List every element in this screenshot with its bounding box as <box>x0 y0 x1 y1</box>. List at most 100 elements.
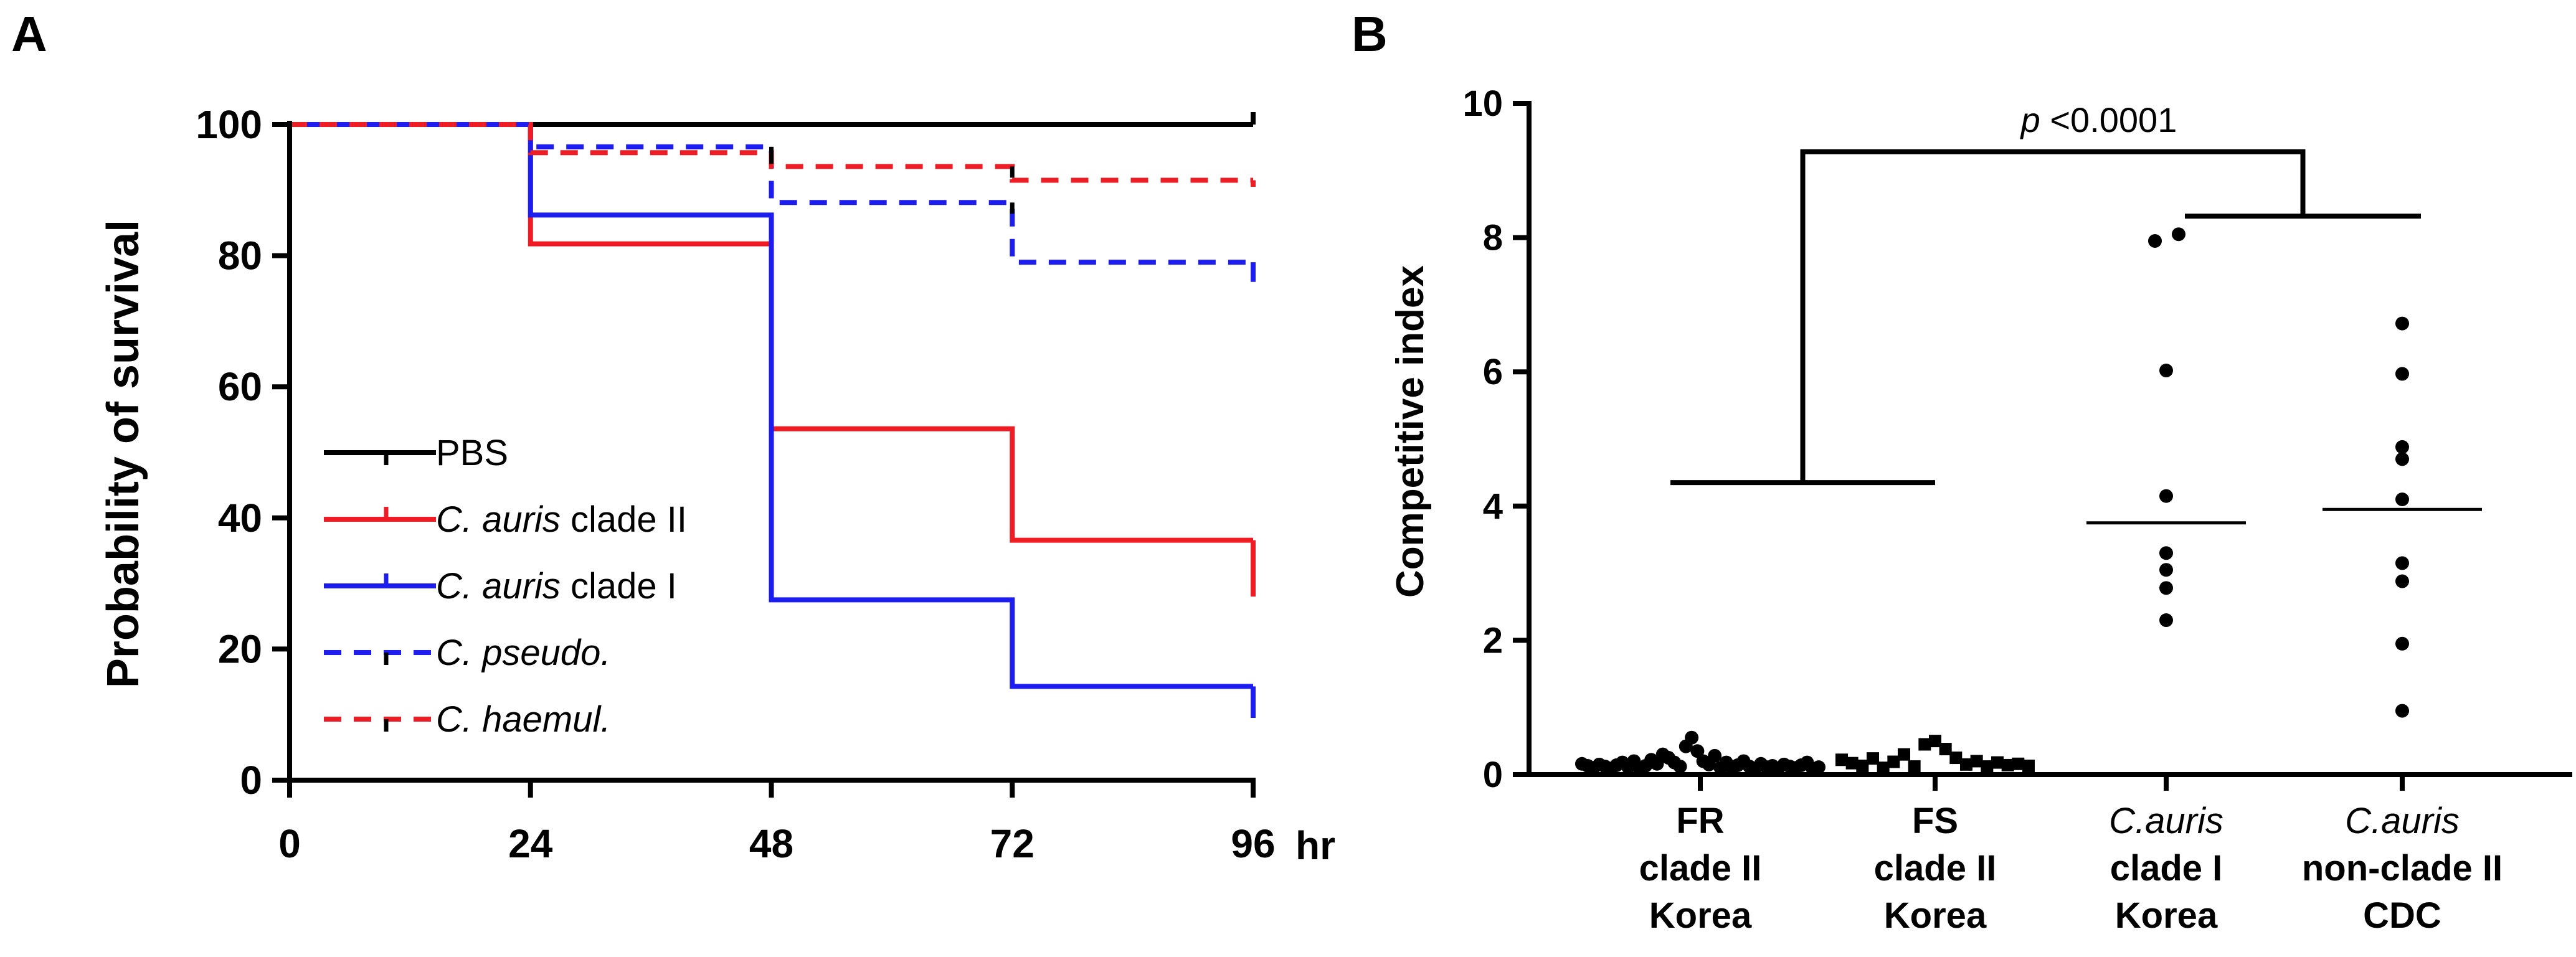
group-label-line: non-clade II <box>2302 848 2503 889</box>
median-lines <box>2086 507 2482 525</box>
survival-y-tick-label: 40 <box>218 496 262 540</box>
ci-y-tick-label: 6 <box>1483 352 1503 392</box>
survival-x-tick-label: 72 <box>990 821 1035 866</box>
group-label-line: C.auris <box>2345 801 2460 841</box>
text-part: clade II <box>1639 848 1762 889</box>
data-point <box>1812 760 1825 775</box>
data-point <box>1867 752 1879 765</box>
text-part: non-clade II <box>2302 848 2503 889</box>
ci-y-tick-label: 8 <box>1483 218 1503 258</box>
survival-axes: 0 20 40 60 80 100 0 24 48 72 96 <box>196 102 1275 866</box>
group-labels: FR clade II Korea FS clade II Korea C.auris cla… <box>1639 801 2503 936</box>
text-part: C.auris <box>2345 801 2460 841</box>
data-point <box>2395 636 2409 651</box>
data-point <box>1908 760 1921 773</box>
legend-label: C. auris clade II <box>436 499 687 540</box>
text-part: C. haemul. <box>436 699 610 740</box>
ci-y-tick-label: 4 <box>1483 486 1503 527</box>
data-point <box>1690 744 1705 758</box>
data-point <box>2148 233 2162 248</box>
text-part: Korea <box>2115 895 2218 936</box>
data-point <box>1877 761 1890 775</box>
text-part: C. auris <box>436 499 561 540</box>
group-label-line: Korea <box>1884 895 1987 936</box>
group-label-line: Korea <box>1649 895 1752 936</box>
data-point <box>1949 752 1963 765</box>
survival-x-tick-label: 96 <box>1231 821 1275 866</box>
survival-x-tick-label: 24 <box>508 821 553 866</box>
data-point <box>1708 748 1722 763</box>
group-label-line: CDC <box>2363 895 2441 936</box>
data-point <box>2395 367 2409 381</box>
data-point <box>1685 730 1699 745</box>
significance-bracket <box>1670 149 2421 486</box>
competitive-index-y-axis-title: Competitive index <box>1389 265 1432 598</box>
text-part: PBS <box>436 433 508 473</box>
data-point <box>2395 574 2409 588</box>
text-part: FS <box>1912 801 1958 841</box>
p-value-annotation: p <0.0001 <box>2020 100 2177 139</box>
group-label-line: clade II <box>1874 848 1997 889</box>
data-point <box>2159 613 2173 628</box>
text-part: Korea <box>1649 895 1752 936</box>
data-point <box>2395 493 2409 507</box>
competitive-index-points <box>1575 227 2409 776</box>
text-part: clade II <box>1874 848 1997 889</box>
data-point <box>1929 735 1941 748</box>
legend-label: C. auris clade I <box>436 566 677 606</box>
survival-y-tick-label: 80 <box>218 233 262 278</box>
data-point <box>1835 753 1848 766</box>
data-point <box>2012 757 2025 770</box>
data-point <box>1918 738 1931 751</box>
data-point <box>2159 563 2173 577</box>
group-label-line: FR <box>1676 801 1724 841</box>
data-point <box>2159 546 2173 560</box>
data-point <box>1970 755 1983 768</box>
data-point <box>2395 316 2409 331</box>
panel-a-label: A <box>11 6 47 62</box>
data-point <box>2395 704 2409 718</box>
data-point <box>2159 581 2173 595</box>
competitive-index-axes: 0 2 4 6 8 10 <box>1462 83 2572 795</box>
data-point <box>2172 227 2185 242</box>
data-point <box>2395 440 2409 454</box>
p-value: <0.0001 <box>2040 100 2177 139</box>
ci-y-tick-label: 10 <box>1462 83 1503 124</box>
data-point <box>2395 556 2409 570</box>
survival-x-tick-label: 0 <box>278 821 301 866</box>
survival-y-tick-label: 100 <box>196 102 262 147</box>
data-point <box>2395 452 2409 466</box>
data-point <box>1939 743 1952 756</box>
group-label-line: clade II <box>1639 848 1762 889</box>
ci-y-tick-label: 2 <box>1483 620 1503 661</box>
group-label-line: Korea <box>2115 895 2218 936</box>
group-label-line: FS <box>1912 801 1958 841</box>
text-part: clade I <box>2110 848 2223 889</box>
data-point <box>1845 757 1859 770</box>
text-part: C.auris <box>2109 801 2223 841</box>
text-part: CDC <box>2363 895 2441 936</box>
ci-y-tick-label: 0 <box>1483 755 1503 795</box>
panel-b-label: B <box>1352 6 1388 62</box>
data-point <box>1981 760 1994 773</box>
data-point <box>1856 759 1869 772</box>
data-point <box>1991 756 2004 769</box>
text-part: Korea <box>1884 895 1987 936</box>
survival-y-tick-label: 60 <box>218 364 262 409</box>
legend-label: PBS <box>436 433 508 473</box>
data-point <box>2022 759 2035 772</box>
data-point <box>2159 364 2173 378</box>
survival-y-tick-label: 20 <box>218 626 262 671</box>
survival-y-tick-label: 0 <box>240 758 262 803</box>
data-point <box>1960 758 1972 771</box>
legend-label: C. pseudo. <box>436 633 611 673</box>
text-part: FR <box>1676 801 1724 841</box>
survival-curve-line <box>290 122 1253 689</box>
text-part: clade I <box>561 566 677 606</box>
text-part: C. pseudo. <box>436 633 611 673</box>
survival-series-lines <box>290 112 1256 718</box>
data-point <box>1673 760 1687 774</box>
survival-x-axis-unit: hr <box>1295 823 1335 868</box>
